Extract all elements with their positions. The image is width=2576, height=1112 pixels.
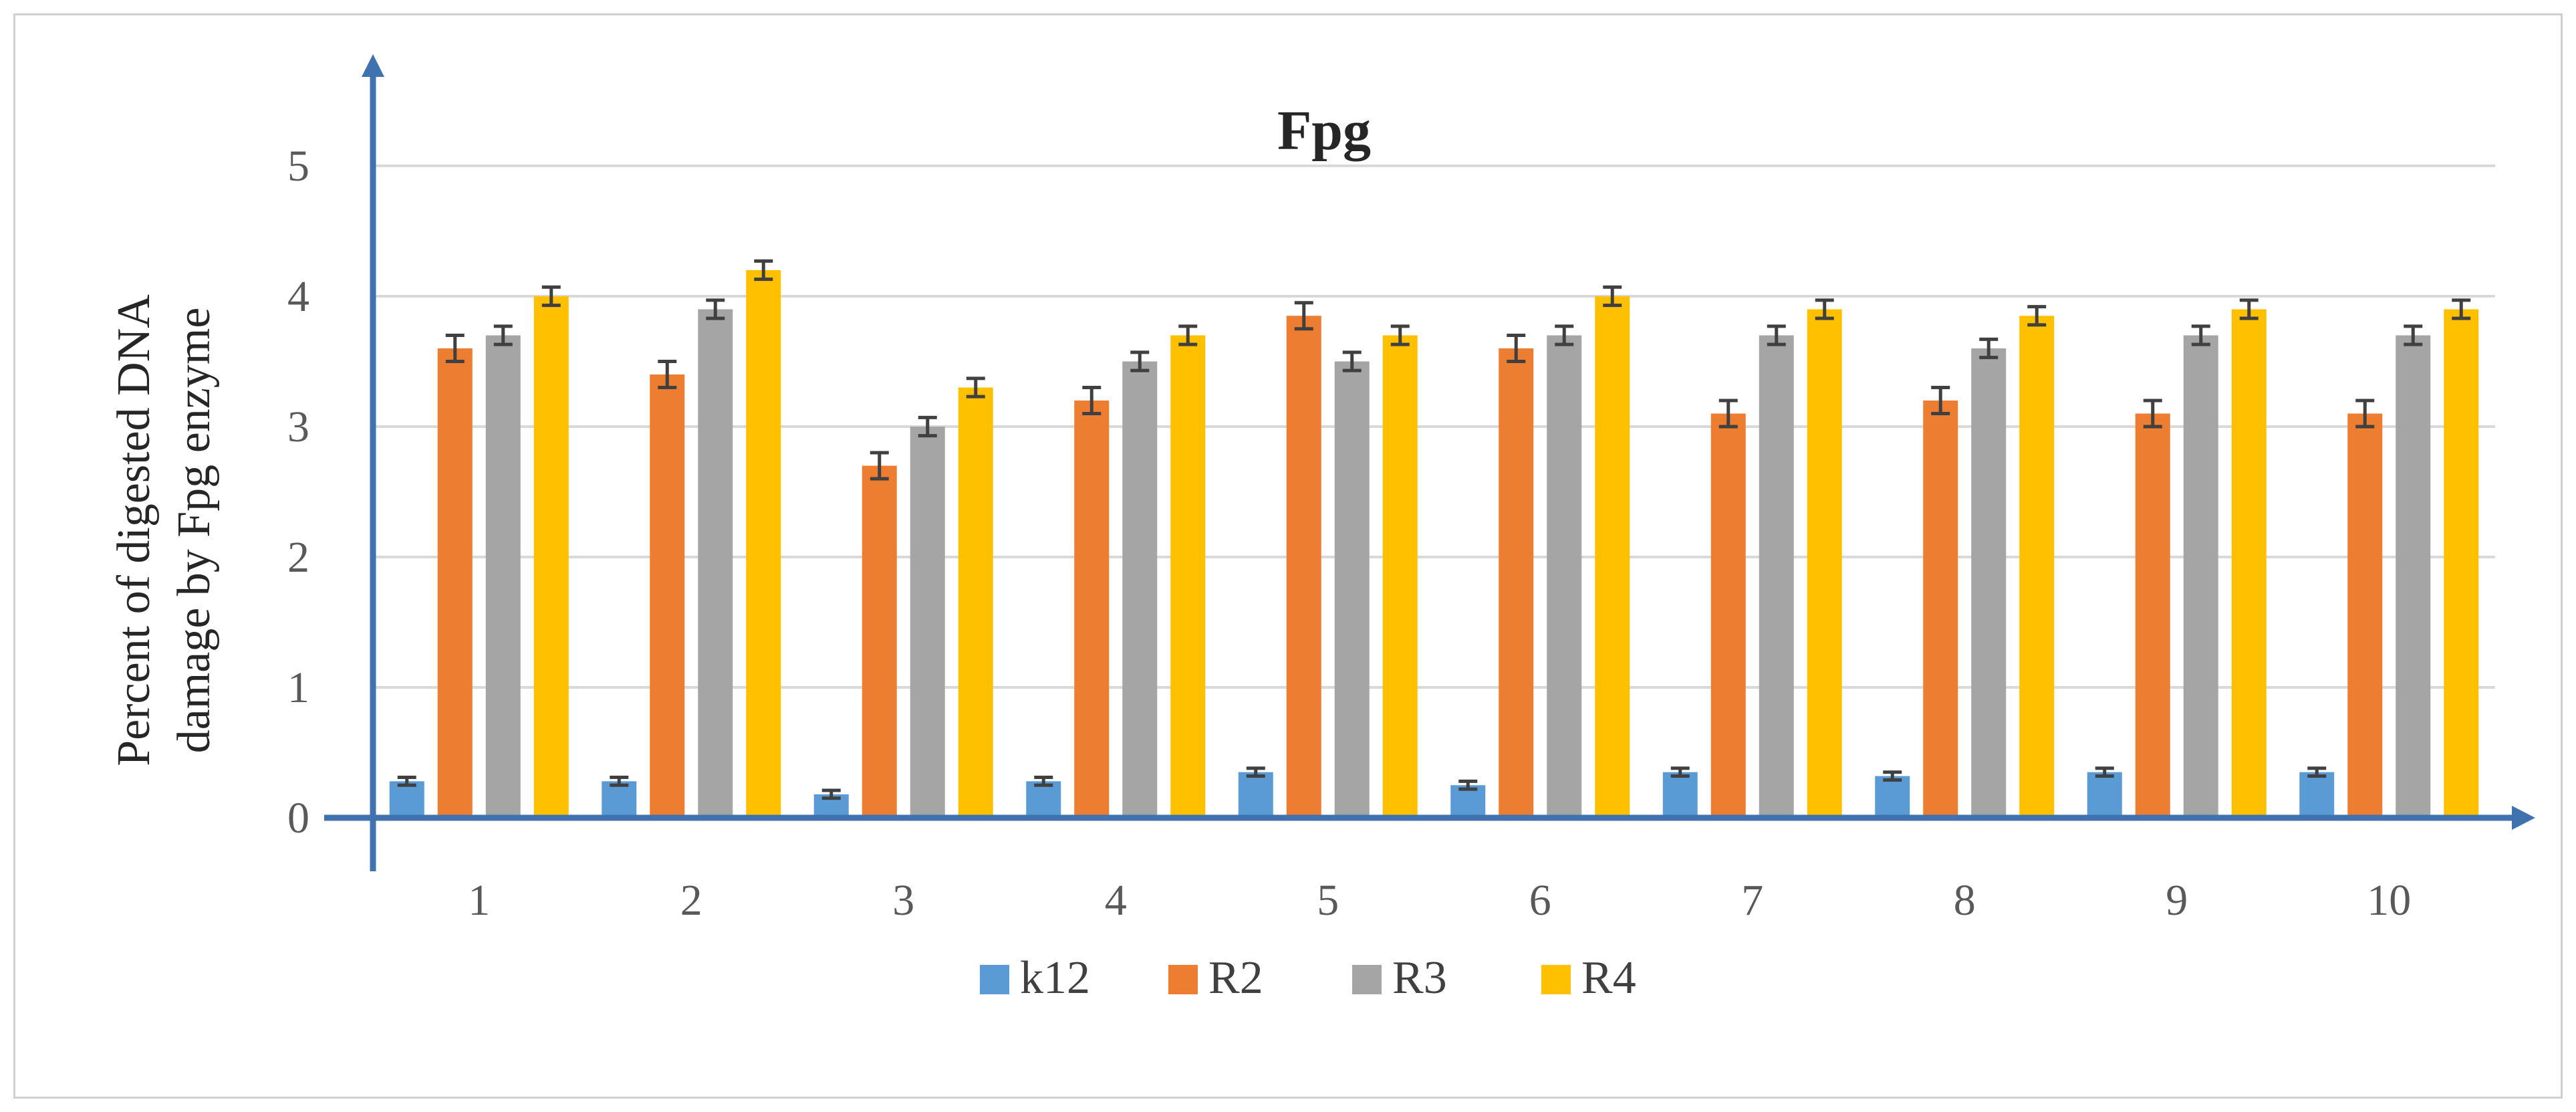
- bar-R4-8: [2019, 316, 2055, 818]
- bar-R2-10: [2347, 413, 2383, 818]
- bar-R2-6: [1499, 348, 1534, 818]
- legend-label-R4: R4: [1581, 952, 1636, 1004]
- legend-label-R3: R3: [1392, 952, 1447, 1004]
- legend-swatch-R4: [1541, 965, 1571, 994]
- x-tick-label-10: 10: [2367, 876, 2411, 925]
- bar-k12-7: [1662, 772, 1698, 818]
- bar-k12-9: [2087, 772, 2122, 818]
- x-tick-label-9: 9: [2166, 876, 2188, 925]
- bar-R3-6: [1547, 335, 1582, 818]
- legend-swatch-R3: [1352, 965, 1382, 994]
- bar-chart: 0 1 2 3 4 5 1 2 3 4 5 6 7 8 9 10 Fpg Percent of digested …: [108, 54, 2535, 1004]
- x-tick-label-4: 4: [1105, 876, 1127, 925]
- y-axis-arrow-icon: [362, 54, 384, 77]
- bar-k12-1: [389, 781, 424, 818]
- x-tick-label-6: 6: [1529, 876, 1551, 925]
- y-tick-label-4: 4: [287, 272, 309, 321]
- bar-R4-5: [1382, 335, 1418, 818]
- bar-R3-10: [2396, 335, 2431, 818]
- bar-R3-1: [485, 335, 521, 818]
- bar-R2-2: [650, 374, 685, 818]
- bar-R2-5: [1286, 316, 1321, 818]
- x-tick-label-5: 5: [1317, 876, 1339, 925]
- chart-frame: 0 1 2 3 4 5 1 2 3 4 5 6 7 8 9 10 Fpg Percent of digested …: [13, 13, 2563, 1099]
- bar-R4-2: [746, 270, 781, 818]
- bar-R2-9: [2135, 413, 2170, 818]
- legend-swatch-R2: [1168, 965, 1198, 994]
- y-axis-label: Percent of digested DNA damage by Fpg enz…: [108, 294, 220, 766]
- y-axis-label-line-2: damage by Fpg enzyme: [168, 308, 220, 754]
- bar-R3-8: [1971, 348, 2007, 818]
- y-axis-label-line-1: Percent of digested DNA: [108, 294, 160, 766]
- bar-R4-9: [2231, 309, 2267, 818]
- bar-R4-3: [958, 387, 993, 818]
- x-tick-label-3: 3: [892, 876, 914, 925]
- bar-R3-9: [2183, 335, 2218, 818]
- bar-R4-1: [533, 296, 569, 818]
- x-tick-label-2: 2: [680, 876, 702, 925]
- bar-R4-4: [1170, 335, 1206, 818]
- bar-R3-2: [698, 309, 733, 818]
- bar-k12-2: [602, 781, 637, 818]
- x-tick-label-7: 7: [1741, 876, 1763, 925]
- bar-R2-4: [1074, 401, 1110, 818]
- bar-k12-5: [1238, 772, 1273, 818]
- x-tick-label-8: 8: [1954, 876, 1976, 925]
- bar-R3-5: [1334, 361, 1370, 818]
- bar-R4-10: [2444, 309, 2479, 818]
- chart-title: Fpg: [1277, 100, 1371, 162]
- legend-swatch-k12: [980, 965, 1009, 994]
- y-tick-label-2: 2: [287, 533, 309, 582]
- bar-R2-1: [437, 348, 473, 818]
- bar-R2-8: [1923, 401, 1958, 818]
- y-tick-label-0: 0: [287, 794, 309, 843]
- bar-k12-10: [2299, 772, 2335, 818]
- bar-R2-7: [1710, 413, 1746, 818]
- legend-label-k12: k12: [1020, 952, 1090, 1004]
- bar-k12-4: [1026, 781, 1061, 818]
- y-tick-label-1: 1: [287, 663, 309, 712]
- bar-R4-6: [1595, 296, 1630, 818]
- bar-R3-4: [1122, 361, 1158, 818]
- x-axis-arrow-icon: [2512, 806, 2535, 830]
- bar-R2-3: [862, 465, 897, 818]
- x-tick-label-1: 1: [468, 876, 490, 925]
- y-tick-label-5: 5: [287, 142, 309, 191]
- bar-k12-8: [1875, 776, 1910, 818]
- bar-R4-7: [1807, 309, 1842, 818]
- bar-R3-3: [910, 427, 945, 818]
- bar-R3-7: [1759, 335, 1794, 818]
- legend-label-R2: R2: [1208, 952, 1263, 1004]
- y-tick-label-3: 3: [287, 403, 309, 451]
